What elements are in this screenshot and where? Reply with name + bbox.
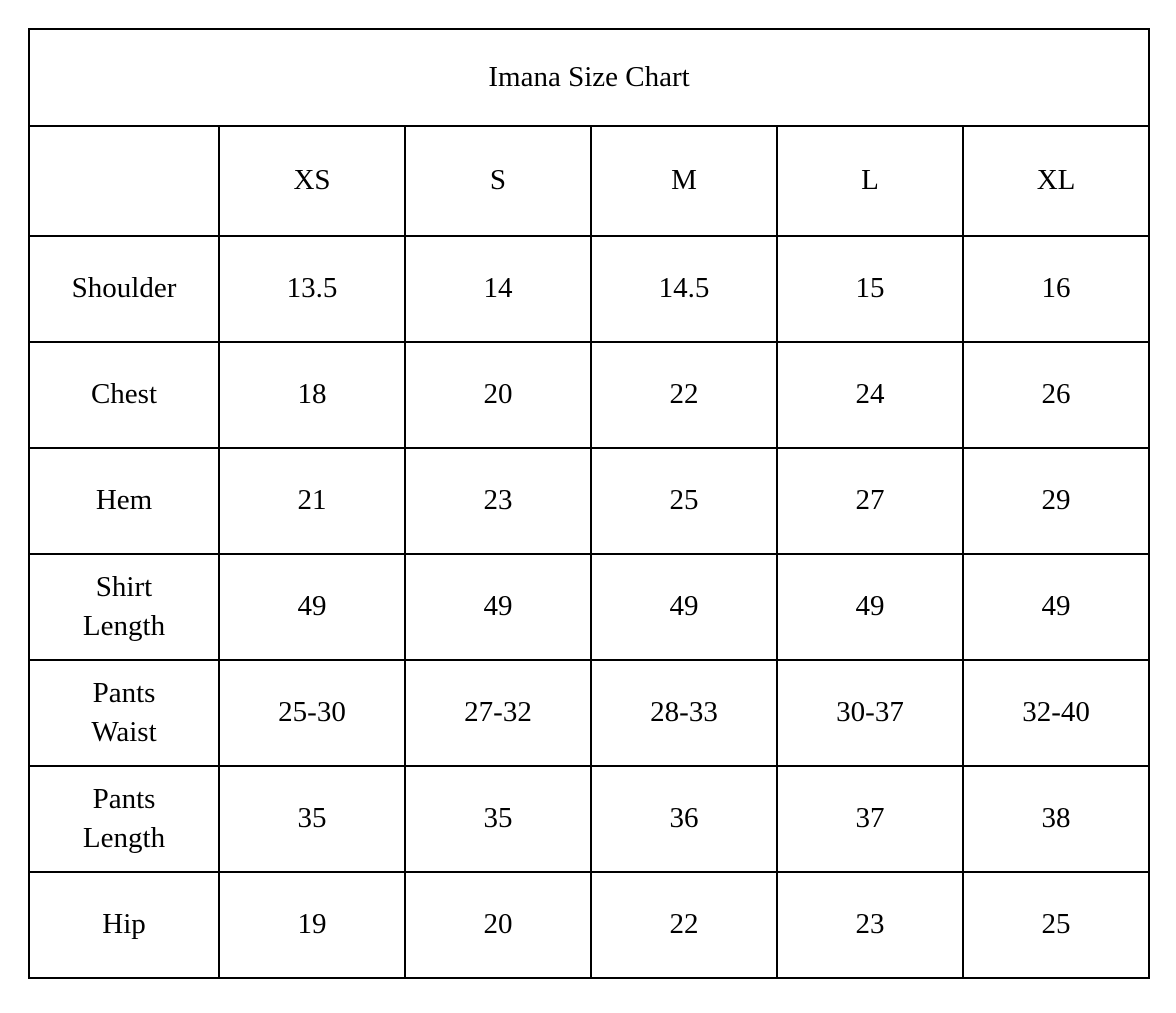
table-title-row: Imana Size Chart: [27, 28, 1151, 127]
cell-value: 27-32: [404, 659, 592, 767]
table-header-row: XS S M L XL: [28, 125, 1151, 237]
cell-value: 26: [961, 341, 1151, 449]
cell-value: 49: [961, 553, 1151, 661]
row-label: Shirt Length: [28, 553, 220, 661]
cell-value: 21: [218, 447, 406, 555]
table-row-pants-waist: Pants Waist 25-30 27-32 28-33 30-37 32-4…: [28, 659, 1151, 767]
cell-value: 36: [590, 765, 778, 873]
table-row-shirt-length: Shirt Length 49 49 49 49 49: [28, 553, 1151, 661]
row-label: Pants Waist: [28, 659, 220, 767]
column-header-s: S: [404, 125, 592, 237]
cell-value: 49: [404, 553, 592, 661]
cell-value: 14.5: [590, 235, 778, 343]
row-label-text: Hip: [102, 908, 146, 941]
cell-value: 32-40: [961, 659, 1151, 767]
column-header-xs: XS: [218, 125, 406, 237]
cell-value: 20: [404, 341, 592, 449]
row-label: Chest: [28, 341, 220, 449]
cell-value: 30-37: [776, 659, 964, 767]
cell-value: 49: [590, 553, 778, 661]
cell-value: 15: [776, 235, 964, 343]
column-header-xl: XL: [961, 125, 1151, 237]
cell-value: 49: [776, 553, 964, 661]
cell-value: 16: [961, 235, 1151, 343]
cell-value: 20: [404, 871, 592, 979]
size-chart-table: Imana Size Chart XS S M L XL Shoulder 13…: [27, 28, 1151, 979]
cell-value: 18: [218, 341, 406, 449]
cell-value: 25: [961, 871, 1151, 979]
cell-value: 14: [404, 235, 592, 343]
cell-value: 38: [961, 765, 1151, 873]
table-row-pants-length: Pants Length 35 35 36 37 38: [28, 765, 1151, 873]
table-row-shoulder: Shoulder 13.5 14 14.5 15 16: [28, 235, 1151, 343]
cell-value: 23: [404, 447, 592, 555]
cell-value: 19: [218, 871, 406, 979]
row-label-text: Hem: [95, 484, 153, 517]
cell-value: 35: [218, 765, 406, 873]
cell-value: 28-33: [590, 659, 778, 767]
row-label: Shoulder: [28, 235, 220, 343]
column-header-blank: [28, 125, 220, 237]
cell-value: 24: [776, 341, 964, 449]
row-label-text: Shirt Length: [82, 570, 166, 642]
cell-value: 23: [776, 871, 964, 979]
cell-value: 22: [590, 871, 778, 979]
cell-value: 49: [218, 553, 406, 661]
table-title: Imana Size Chart: [27, 28, 1151, 127]
column-header-m: M: [590, 125, 778, 237]
row-label: Hip: [28, 871, 220, 979]
table-row-hem: Hem 21 23 25 27 29: [28, 447, 1151, 555]
row-label-text: Shoulder: [71, 272, 177, 305]
cell-value: 27: [776, 447, 964, 555]
table-row-chest: Chest 18 20 22 24 26: [28, 341, 1151, 449]
row-label-text: Pants Length: [82, 782, 166, 854]
cell-value: 22: [590, 341, 778, 449]
cell-value: 35: [404, 765, 592, 873]
row-label: Hem: [28, 447, 220, 555]
cell-value: 13.5: [218, 235, 406, 343]
cell-value: 25-30: [218, 659, 406, 767]
cell-value: 37: [776, 765, 964, 873]
cell-value: 29: [961, 447, 1151, 555]
table-row-hip: Hip 19 20 22 23 25: [28, 871, 1151, 979]
row-label-text: Pants Waist: [91, 676, 157, 748]
column-header-l: L: [776, 125, 964, 237]
row-label-text: Chest: [90, 378, 158, 411]
cell-value: 25: [590, 447, 778, 555]
row-label: Pants Length: [28, 765, 220, 873]
